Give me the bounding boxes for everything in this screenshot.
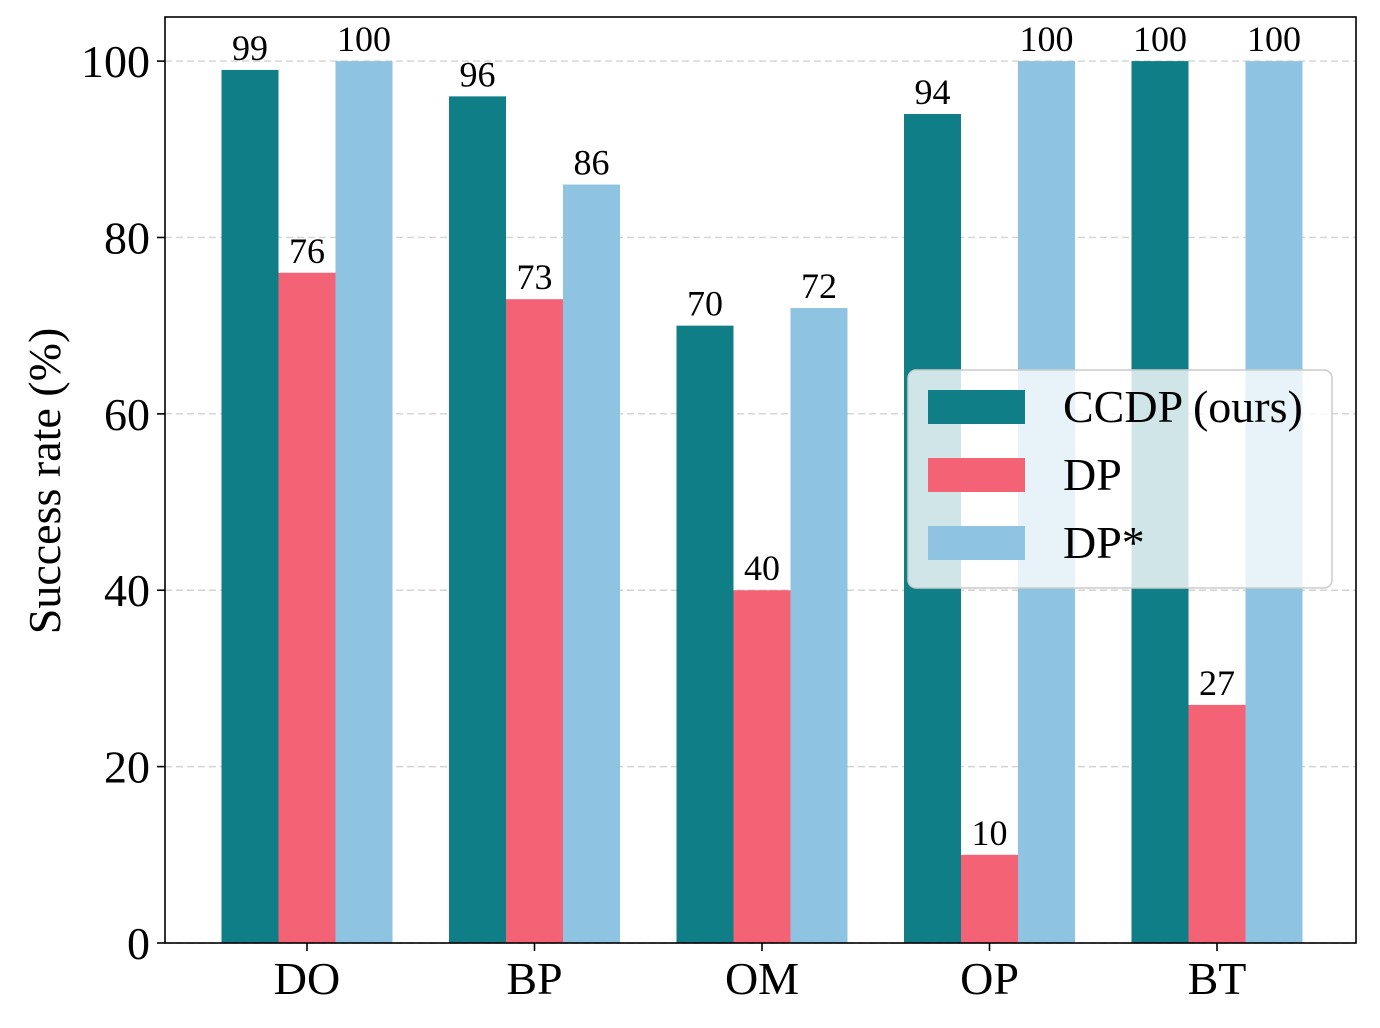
bar-ccdp-ours-om <box>676 325 734 944</box>
x-tick-label: BP <box>506 953 562 1004</box>
data-label-dp-bt: 27 <box>1199 663 1235 703</box>
data-label-dp-star-bt: 100 <box>1247 19 1301 59</box>
data-label-dp-bp: 73 <box>517 257 553 297</box>
bar-dp-bp <box>506 299 563 943</box>
legend: CCDP (ours) DP DP* <box>907 369 1333 589</box>
data-label-dp-star-op: 100 <box>1020 19 1074 59</box>
x-tick-label: OP <box>960 953 1019 1004</box>
bar-dp-op <box>961 854 1018 943</box>
bar-dp-star-om <box>790 308 848 943</box>
legend-swatch-ccdp-ours <box>928 390 1025 424</box>
legend-swatch-dp-star <box>928 526 1025 560</box>
data-label-dp-star-do: 100 <box>337 19 391 59</box>
legend-label-dp: DP <box>1063 449 1122 500</box>
y-tick-label: 100 <box>81 36 150 87</box>
y-tick-label: 20 <box>104 742 150 793</box>
y-axis-label: Success rate (%) <box>19 328 70 635</box>
data-label-dp-star-om: 72 <box>801 266 837 306</box>
y-tick-label: 40 <box>104 565 150 616</box>
bar-dp-om <box>733 590 791 943</box>
bar-ccdp-ours-do <box>221 69 279 943</box>
y-tick-label: 0 <box>127 918 150 969</box>
data-label-dp-star-bp: 86 <box>574 143 610 183</box>
data-label-ccdp-ours-bp: 96 <box>460 54 496 94</box>
plot-frame <box>164 16 1357 944</box>
legend-swatch-dp <box>928 458 1025 492</box>
legend-label-ccdp-ours: CCDP (ours) <box>1063 381 1303 432</box>
data-label-ccdp-ours-do: 99 <box>232 28 268 68</box>
data-label-ccdp-ours-op: 94 <box>915 72 951 112</box>
data-label-dp-om: 40 <box>744 548 780 588</box>
y-tick-label: 80 <box>104 212 150 263</box>
bar-dp-do <box>278 272 336 943</box>
x-tick-label: DO <box>274 953 340 1004</box>
y-tick-label: 60 <box>104 389 150 440</box>
bar-dp-star-do <box>335 61 393 944</box>
bar-dp-bt <box>1188 704 1246 943</box>
bar-ccdp-ours-bp <box>449 96 506 943</box>
x-tick-label: BT <box>1188 953 1247 1004</box>
legend-label-dp-star: DP* <box>1063 517 1145 568</box>
y-axis: 0 20 40 60 80 100 <box>81 36 165 969</box>
bar-dp-star-bp <box>563 184 620 944</box>
x-axis: DO BP OM OP BT <box>274 943 1247 1004</box>
x-tick-label: OM <box>725 953 799 1004</box>
data-label-dp-do: 76 <box>289 231 325 271</box>
data-labels: 99 76 100 96 73 86 70 40 72 94 10 100 100 27 100 <box>232 19 1301 853</box>
data-label-ccdp-ours-om: 70 <box>687 284 723 324</box>
data-label-ccdp-ours-bt: 100 <box>1133 19 1187 59</box>
data-label-dp-op: 10 <box>972 813 1008 853</box>
